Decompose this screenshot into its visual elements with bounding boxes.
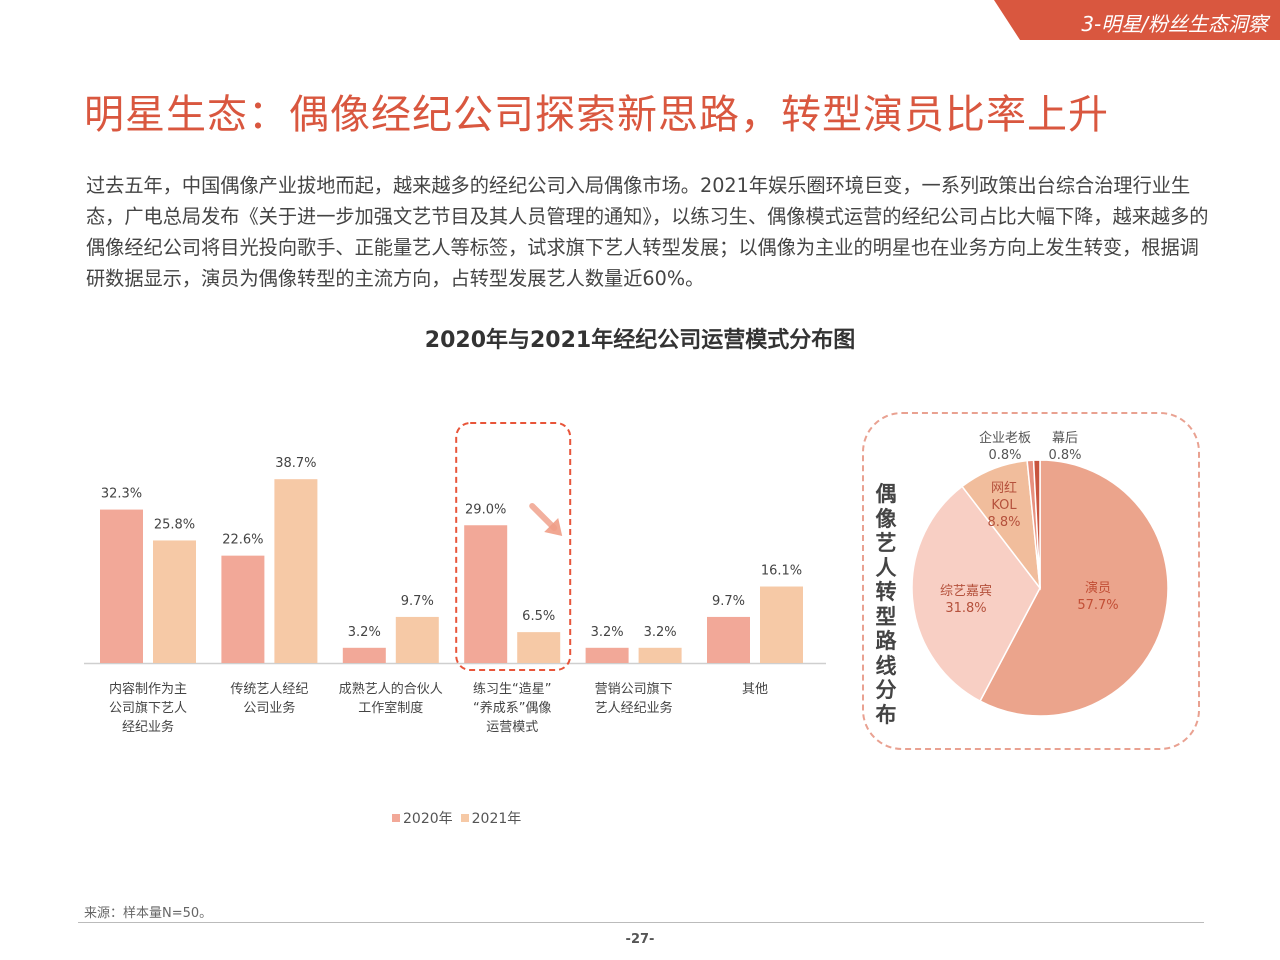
category-label-line: 经纪业务 [122,719,174,735]
bar-chart-legend: 2020年 2021年 [392,808,521,828]
data-label-2021-3: 6.5% [522,609,555,624]
highlight-box [455,422,572,671]
legend-swatch-2021 [460,814,469,822]
data-label-2020-4: 3.2% [591,625,624,640]
category-label-line: 成熟艺人的合伙人 [339,681,443,697]
category-label-5: 其他 [742,682,768,697]
category-label-line: 工作室制度 [358,700,423,716]
category-label-3: 练习生“造星” “养成系”偶像运营模式 [473,682,551,735]
legend-label-2020: 2020年 [403,811,453,827]
legend-item-2020: 2020年 [392,808,453,828]
section-tab-label: 3-明星/粉丝生态洞察 [1081,12,1268,36]
bar-2020-2 [342,647,386,663]
category-label-line: 内容制作为主 [109,681,187,697]
category-label-2: 成熟艺人的合伙人工作室制度 [339,681,443,716]
section-tab: 3-明星/粉丝生态洞察 [994,0,1280,40]
page-title: 明星生态：偶像经纪公司探索新思路，转型演员比率上升 [84,92,1109,138]
pie-chart-frame [862,412,1200,750]
category-label-line: 运营模式 [486,720,538,735]
bar-chart: 32.3% 25.8% 内容制作为主公司旗下艺人经纪业务 22.6% 38.7% 传统艺人… [84,422,826,735]
footer-divider [78,922,1204,923]
data-label-2020-3: 29.0% [465,502,506,517]
pie-chart-title: 偶像艺人转型路线分布 [875,482,897,727]
category-label-line: 练习生“造星” [473,682,551,697]
data-label-2020-2: 3.2% [348,625,381,640]
data-label-2021-4: 3.2% [644,625,677,640]
bar-2020-5 [707,616,750,663]
trend-arrow-head [544,518,563,536]
trend-arrow-icon [529,503,563,536]
data-label-2021-5: 16.1% [761,564,802,579]
category-label-line: 公司旗下艺人 [109,700,187,716]
data-label-2021-1: 38.7% [275,456,316,471]
legend-label-2021: 2021年 [471,811,522,827]
data-label-2021-0: 25.8% [154,517,195,532]
page-number: -27- [625,932,655,947]
source-note: 来源：样本量N=50。 [84,906,213,921]
category-label-line: 其他 [742,682,768,697]
category-label-4: 营销公司旗下艺人经纪业务 [595,681,673,716]
category-label-line: 公司业务 [243,700,295,716]
bar-2021-1 [274,479,318,663]
bar-2020-4 [585,647,629,663]
category-label-line: “养成系”偶像 [473,700,551,716]
intro-paragraph: 过去五年，中国偶像产业拔地而起，越来越多的经纪公司入局偶像市场。2021年娱乐圈… [86,174,1209,290]
category-label-line: 艺人经纪业务 [595,700,673,716]
data-label-2021-2: 9.7% [401,594,434,609]
data-label-2020-0: 32.3% [101,487,142,502]
legend-item-2021: 2021年 [460,808,522,828]
category-label-line: 营销公司旗下 [595,681,673,697]
bar-2021-5 [760,586,803,663]
bar-2021-4 [638,647,682,663]
category-label-0: 内容制作为主公司旗下艺人经纪业务 [109,681,187,735]
trend-arrow-shaft [529,503,558,531]
category-label-line: 传统艺人经纪 [230,682,308,697]
data-label-2020-1: 22.6% [222,533,263,548]
bar-chart-title: 2020年与2021年经纪公司运营模式分布图 [424,328,856,353]
data-label-2020-5: 9.7% [712,594,745,609]
legend-swatch-2020 [392,814,400,822]
bar-2020-3 [464,525,508,663]
bar-2021-0 [153,540,196,663]
category-label-1: 传统艺人经纪公司业务 [230,682,308,716]
bar-2020-1 [221,555,265,663]
bar-2021-2 [395,616,439,663]
bar-2020-0 [100,509,143,663]
section-tab-shape [994,0,1280,40]
bar-2021-3 [517,632,561,663]
